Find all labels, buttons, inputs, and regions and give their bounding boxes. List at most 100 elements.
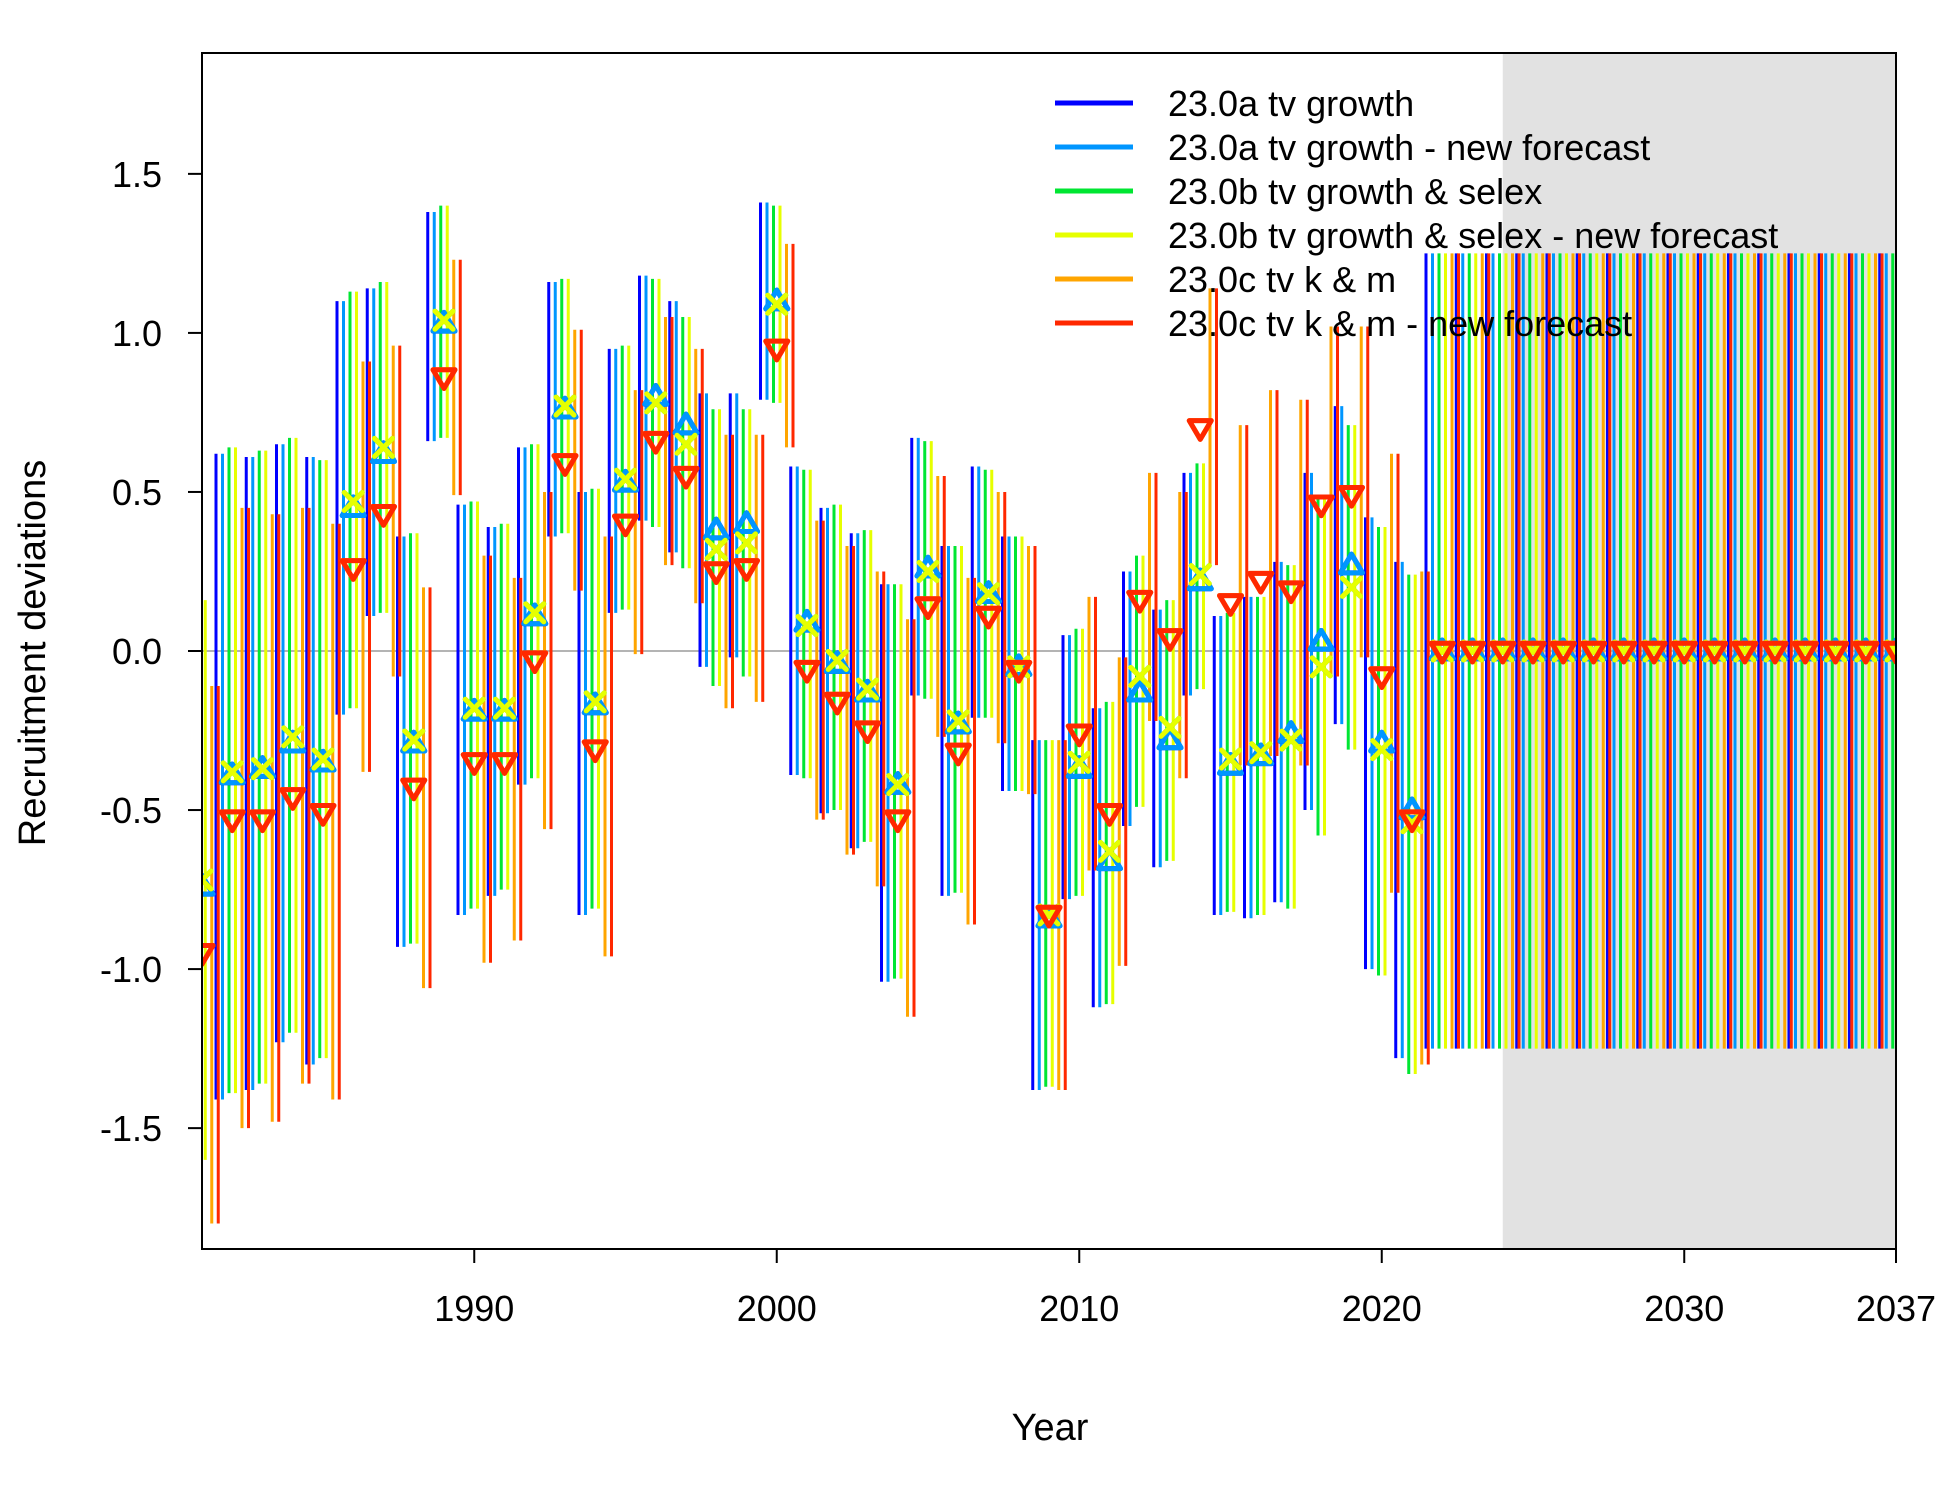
point-marker [249, 809, 276, 834]
point-marker [823, 650, 851, 674]
point-marker [1580, 640, 1607, 665]
x-tick-label: 1990 [434, 1288, 514, 1329]
errorbars-series-6 [216, 243, 1884, 1224]
point-marker [1156, 726, 1184, 751]
x-tick-label: 2000 [737, 1288, 817, 1329]
point-marker [581, 691, 609, 716]
point-marker [1098, 839, 1121, 863]
point-marker [1398, 796, 1426, 821]
point-marker [612, 468, 639, 493]
point-marker [944, 742, 972, 767]
point-marker [1309, 655, 1333, 679]
point-marker [202, 942, 216, 967]
point-marker [1670, 640, 1698, 665]
plot-area [202, 53, 1896, 1249]
points-series-6 [202, 338, 1896, 967]
point-marker [704, 537, 728, 561]
point-marker [493, 696, 516, 720]
point-marker [1188, 563, 1212, 587]
point-marker [1067, 750, 1091, 774]
errorbars-series-2 [221, 202, 1888, 1100]
point-marker [702, 561, 730, 585]
point-marker [1307, 627, 1335, 652]
point-marker [916, 559, 940, 583]
point-marker [975, 580, 1002, 604]
point-marker [1519, 640, 1547, 665]
point-marker [1158, 715, 1182, 739]
point-marker [1852, 640, 1880, 665]
point-marker [1279, 728, 1303, 752]
point-marker [1731, 640, 1759, 665]
point-marker [944, 710, 972, 735]
errorbars-series-1 [214, 202, 1882, 1100]
legend-label: 23.0c tv k & m - new forecast [1168, 303, 1632, 344]
point-marker [400, 777, 428, 802]
y-tick-label: -1.5 [100, 1108, 162, 1149]
point-marker [672, 411, 700, 436]
point-marker [733, 558, 760, 582]
point-marker [1186, 418, 1214, 442]
point-marker [491, 752, 518, 776]
point-marker [551, 395, 579, 420]
legend-label: 23.0b tv growth & selex [1168, 171, 1542, 212]
y-tick-label: -0.5 [100, 790, 162, 831]
y-tick-label: -1.0 [100, 949, 162, 990]
point-marker [825, 649, 849, 673]
point-marker [1126, 589, 1154, 614]
point-marker [975, 605, 1002, 630]
point-marker [583, 690, 607, 714]
point-marker [311, 747, 335, 771]
point-marker [581, 739, 609, 764]
x-axis-label: Year [1012, 1407, 1089, 1449]
point-marker [218, 761, 246, 786]
point-marker [1005, 659, 1033, 684]
point-marker [823, 691, 851, 716]
x-tick-label: 2010 [1039, 1288, 1119, 1329]
point-marker [432, 308, 456, 332]
point-marker [1249, 741, 1273, 765]
point-marker [1065, 723, 1093, 748]
point-marker [914, 596, 942, 620]
point-marker [220, 760, 244, 784]
point-marker [1338, 484, 1365, 509]
axes: -1.5 -1.0 -0.5 0.0 0.5 1.0 1.5 1990 2000 2010 2020… [100, 52, 1936, 1329]
point-marker [553, 394, 577, 418]
point-marker [644, 391, 668, 415]
point-marker [400, 729, 428, 754]
point-marker [1398, 809, 1426, 834]
point-marker [1489, 640, 1517, 665]
point-marker [1610, 640, 1638, 665]
point-marker [202, 868, 214, 892]
point-marker [309, 803, 337, 827]
point-marker [642, 430, 670, 455]
point-marker [521, 602, 549, 627]
point-marker [1428, 640, 1456, 665]
point-marker [1791, 640, 1819, 665]
point-marker [279, 787, 307, 811]
x-tick-label: 2037 [1856, 1288, 1936, 1329]
point-marker [884, 771, 912, 795]
y-tick-label: 0.0 [112, 631, 162, 672]
point-marker [281, 725, 305, 749]
legend-label: 23.0a tv growth [1168, 83, 1414, 124]
point-marker [884, 809, 912, 834]
point-marker [1128, 664, 1152, 688]
point-marker [1156, 628, 1184, 652]
point-marker [1882, 640, 1896, 665]
point-marker [1307, 494, 1335, 519]
point-marker [854, 720, 881, 745]
point-marker [1096, 803, 1123, 827]
point-marker [1822, 640, 1849, 665]
point-marker [1368, 666, 1396, 690]
point-marker [1370, 738, 1394, 762]
legend-label: 23.0c tv k & m [1168, 259, 1396, 300]
point-marker [614, 467, 637, 491]
point-marker [733, 510, 760, 534]
point-marker [521, 650, 549, 675]
legend-label: 23.0b tv growth & selex - new forecast [1168, 215, 1778, 256]
x-tick-label: 2030 [1644, 1288, 1724, 1329]
point-marker [249, 755, 276, 779]
data-marks [202, 202, 1896, 1224]
point-marker [1340, 575, 1363, 599]
legend-label: 23.0a tv growth - new forecast [1168, 127, 1650, 168]
